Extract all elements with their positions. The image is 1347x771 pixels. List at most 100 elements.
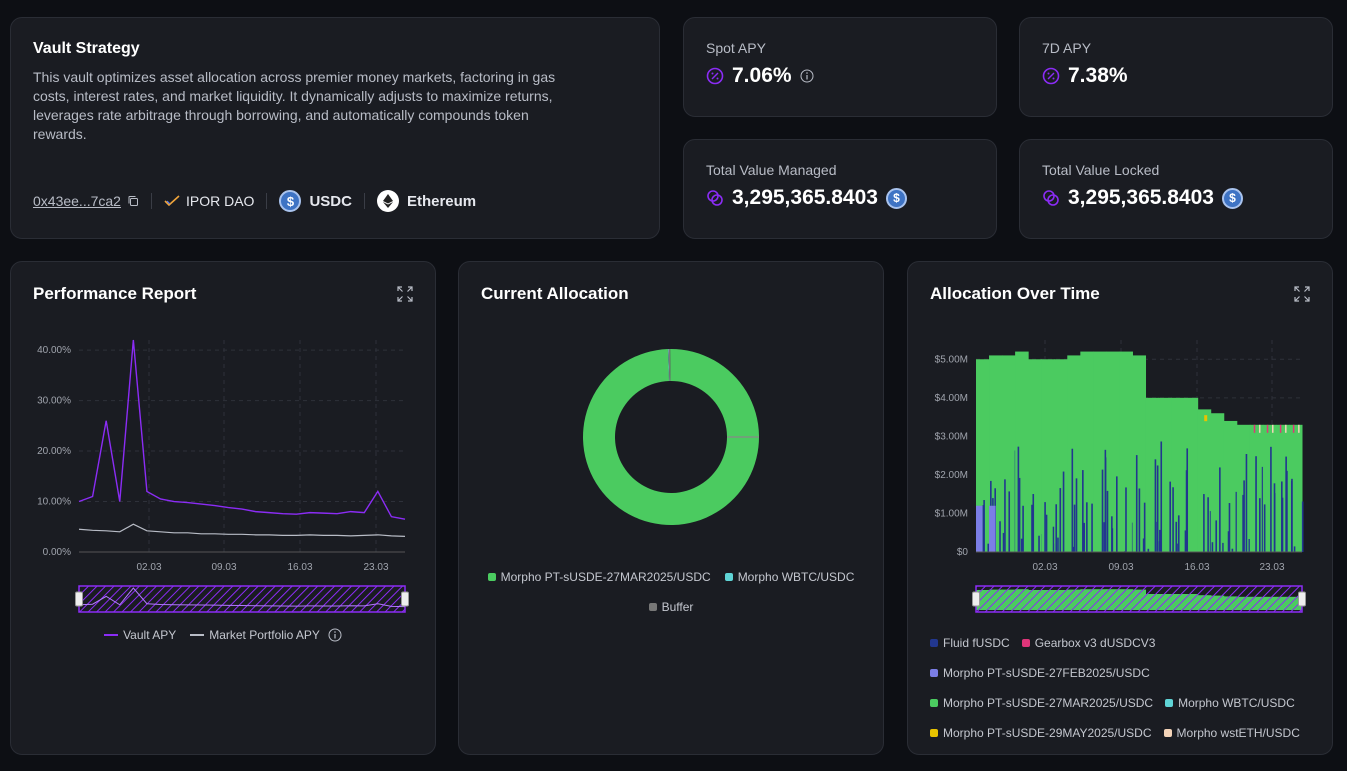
fluid-stripe [1138,488,1141,552]
7d-apy-value-row: 7.38% [1042,64,1310,88]
legend-item-buffer[interactable]: Buffer [648,600,693,614]
fluid-stripe [1111,528,1114,552]
y-tick-label: 20.00% [37,446,71,457]
donut-slice [582,349,759,525]
fluid-stripe [1285,456,1287,552]
fluid-stripe [1008,491,1011,552]
legend-item-pt-mar[interactable]: Morpho PT-sUSDE-27MAR2025/USDC [930,688,1153,718]
7d-apy-label: 7D APY [1042,40,1092,56]
y-tick-label: $0 [957,547,969,558]
divider [266,193,268,209]
fluid-stripe [1209,511,1212,552]
fluid-stripe [1062,471,1065,552]
area-segment [1028,359,1042,552]
donut-slice [668,349,671,382]
range-navigator [975,585,1303,613]
performance-chart[interactable]: 0.00% 10.00% 20.00% 30.00% 40.00% 02.03 09.03 1… [11,332,435,692]
legend-item-pt-feb[interactable]: Morpho PT-sUSDE-27FEB2025/USDC [930,658,1150,688]
legend-market-apy-label: Market Portfolio APY [209,628,320,642]
network-item[interactable]: Ethereum [376,190,476,212]
legend-item-fluid[interactable]: Fluid fUSDC [930,628,1010,658]
vault-strategy-title: Vault Strategy [33,40,140,57]
spot-apy-label: Spot APY [706,40,766,56]
legend-swatch [648,603,657,611]
legend-label: Morpho PT-sUSDE-27MAR2025/USDC [943,696,1154,710]
fluid-stripe [1083,522,1086,552]
legend-item-wbtc[interactable]: Morpho WBTC/USDC [1165,688,1295,718]
y-tick-label: $3.00M [935,431,968,442]
allocation-over-time-chart[interactable]: $0 $1.00M $2.00M $3.00M $4.00M $5.00M 02.03 09.… [908,332,1332,692]
range-navigator [78,585,406,613]
area-segment [1171,397,1186,552]
wsteth-segment [1272,424,1274,433]
allocation-legend: Morpho PT-sUSDE-27MAR2025/USDC Morpho WB… [459,570,883,614]
fluid-stripe [1154,459,1157,552]
allocation-donut-chart[interactable] [459,337,883,537]
fluid-stripe [1147,548,1150,552]
fluid-stripe [1156,521,1158,552]
fluid-stripe [1101,469,1104,552]
legend-label: Morpho wstETH/USDC [1176,726,1300,740]
y-tick-label: 40.00% [37,345,71,356]
usdc-icon: $ [1221,187,1243,209]
wsteth-segment [1258,424,1261,433]
expand-icon[interactable] [1294,286,1310,302]
vault-address-link[interactable]: 0x43ee...7ca2 [33,193,121,209]
usdc-icon: $ [279,190,302,212]
x-tick-label: 23.03 [363,562,388,573]
area-segment [1080,351,1094,552]
vault-strategy-card: Vault Strategy This vault optimizes asse… [10,17,660,239]
tvl-label: Total Value Locked [1042,162,1160,178]
fluid-stripe [1228,503,1231,552]
fluid-stripe [1231,548,1234,552]
wsteth-segment [1285,424,1287,433]
fluid-stripe [1022,505,1024,552]
allocation-over-time-panel: Allocation Over Time $0 $1.00M $2.00M $3.00… [907,261,1333,755]
x-tick-label: 02.03 [1032,562,1057,573]
fluid-stripe [982,505,985,552]
legend-swatch [487,573,496,581]
fluid-stripe [1293,546,1296,552]
expand-icon[interactable] [397,286,413,302]
legend-item-pt-susde-mar[interactable]: Morpho PT-sUSDE-27MAR2025/USDC [487,570,711,584]
info-icon[interactable] [328,628,342,642]
fluid-stripe [1301,501,1304,552]
copy-icon[interactable] [127,195,139,207]
fluid-stripe [1045,514,1048,552]
fluid-stripe [1177,515,1180,552]
y-tick-label: $1.00M [935,508,968,519]
fluid-stripe [1259,498,1261,552]
area-segment [1223,420,1238,552]
legend-item-pt-may[interactable]: Morpho PT-sUSDE-29MAY2025/USDC [930,718,1152,748]
legend-item-wbtc[interactable]: Morpho WBTC/USDC [724,570,855,584]
coins-icon [1043,190,1059,206]
legend-market-apy[interactable]: Market Portfolio APY [190,628,342,642]
legend-vault-apy[interactable]: Vault APY [104,628,176,642]
fluid-stripe [1072,546,1075,552]
curator-item[interactable]: IPOR DAO [164,193,254,209]
fluid-stripe [1255,456,1257,552]
legend-swatch [1021,639,1030,647]
fluid-stripe [1038,535,1040,552]
info-icon[interactable] [800,69,814,83]
asset-item[interactable]: $ USDC [279,190,352,212]
fluid-stripe [1270,446,1272,552]
legend-vault-apy-label: Vault APY [123,628,177,642]
legend-label: Fluid fUSDC [943,636,1010,650]
tvm-value: 3,295,365.8403 [732,186,878,209]
fluid-stripe [1160,441,1163,552]
fluid-stripe [1243,480,1245,552]
tvl-card: Total Value Locked 3,295,365.8403 $ [1019,139,1333,239]
legend-item-wsteth[interactable]: Morpho wstETH/USDC [1163,718,1300,748]
legend-label: Gearbox v3 dUSDCV3 [1034,636,1156,650]
legend-item-gearbox[interactable]: Gearbox v3 dUSDCV3 [1021,628,1156,658]
spot-apy-value: 7.06% [732,64,792,87]
gearbox-segment [1292,424,1295,433]
spot-apy-value-row: 7.06% [706,64,974,88]
fluid-stripe [1135,455,1138,552]
fluid-stripe [1059,488,1062,552]
fluid-stripe [1159,529,1161,552]
legend-label: Morpho WBTC/USDC [737,570,855,584]
fluid-stripe [1215,520,1218,552]
fluid-stripe [1273,483,1276,552]
